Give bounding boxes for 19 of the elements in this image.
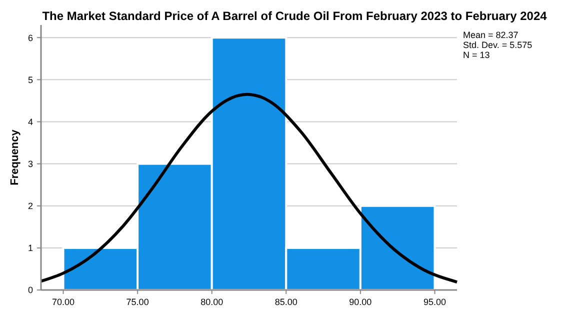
text: Mean = 82.37 xyxy=(463,30,518,40)
x-tick-label: 70.00 xyxy=(52,297,75,307)
y-tick-label: 3 xyxy=(28,158,33,169)
y-tick-label: 1 xyxy=(28,243,33,254)
text: Std. Dev. = 5.575 xyxy=(463,40,532,50)
x-tick-label: 75.00 xyxy=(126,297,149,307)
y-tick-label: 0 xyxy=(28,285,33,296)
text: N = 13 xyxy=(463,50,490,60)
y-tick-label: 4 xyxy=(28,116,33,127)
y-tick-label: 2 xyxy=(28,201,33,212)
x-tick-label: 90.00 xyxy=(349,297,372,307)
x-tick-label: 80.00 xyxy=(200,297,224,307)
y-tick-label: 6 xyxy=(28,32,33,43)
line-series xyxy=(40,92,458,284)
y-tick-label: 5 xyxy=(28,74,33,85)
x-tick-label: 95.00 xyxy=(423,297,446,307)
y-axis-title: Frequency xyxy=(9,128,21,186)
x-tick-label: 85.00 xyxy=(274,297,298,307)
chart-title: The Market Standard Price of A Barrel of Crude Oil From February 2023 to February 2024 xyxy=(42,9,548,23)
